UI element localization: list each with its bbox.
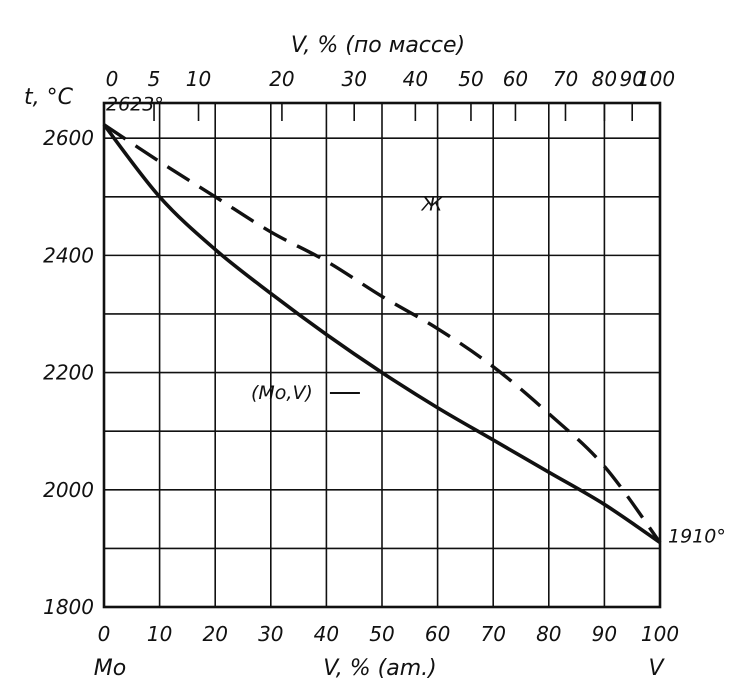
solid-solution-label: (Mo,V) xyxy=(251,382,313,404)
y-tick-label: 2400 xyxy=(43,243,94,267)
x-top-tick-label: 50 xyxy=(458,67,483,91)
x-top-axis-title: V, % (по массе) xyxy=(291,33,465,58)
y-axis-title: t, °C xyxy=(24,85,74,110)
x-bottom-axis-title: V, % (am.) xyxy=(323,656,436,681)
x-top-tick-label: 10 xyxy=(186,67,211,91)
x-top-tick-label: 30 xyxy=(341,67,366,91)
y-tick-label: 2200 xyxy=(43,361,94,385)
y-tick-label: 2000 xyxy=(43,478,94,502)
plot-frame xyxy=(102,101,662,609)
x-top-tick-label: 5 xyxy=(148,67,161,91)
x-bottom-tick-label: 90 xyxy=(592,622,617,646)
top-axis-ticks xyxy=(153,103,634,121)
x-bottom-tick-label: 60 xyxy=(425,622,450,646)
x-top-tick-label: 100 xyxy=(637,67,675,91)
x-top-tick-label: 60 xyxy=(503,67,528,91)
x-top-tick-label: 0 xyxy=(106,67,119,91)
x-bottom-tick-label: 100 xyxy=(641,622,679,646)
x-bottom-tick-label: 20 xyxy=(202,622,227,646)
y-tick-label: 1800 xyxy=(43,595,94,619)
x-top-tick-label: 40 xyxy=(403,67,428,91)
data-series xyxy=(102,123,662,545)
x-bottom-tick-label: 40 xyxy=(314,622,339,646)
x-bottom-tick-label: 10 xyxy=(147,622,172,646)
y-tick-label: 2600 xyxy=(43,126,94,150)
max-temp-annotation: 2623° xyxy=(106,94,164,116)
x-bottom-tick-label: 50 xyxy=(369,622,394,646)
solidus-curve xyxy=(102,123,662,545)
liquid-region-label: Ж xyxy=(421,194,444,216)
x-top-tick-label: 20 xyxy=(269,67,294,91)
x-bottom-tick-label: 30 xyxy=(258,622,283,646)
x-top-tick-label: 70 xyxy=(553,67,578,91)
x-bottom-tick-label: 70 xyxy=(480,622,505,646)
x-top-tick-label: 90 xyxy=(619,67,644,91)
right-component-label: V xyxy=(648,656,665,681)
left-component-label: Mo xyxy=(94,656,126,681)
min-temp-annotation: 1910° xyxy=(668,526,726,548)
x-bottom-tick-label: 0 xyxy=(98,622,111,646)
x-bottom-tick-label: 80 xyxy=(536,622,561,646)
x-top-tick-label: 80 xyxy=(592,67,617,91)
liquidus-curve xyxy=(103,123,662,544)
